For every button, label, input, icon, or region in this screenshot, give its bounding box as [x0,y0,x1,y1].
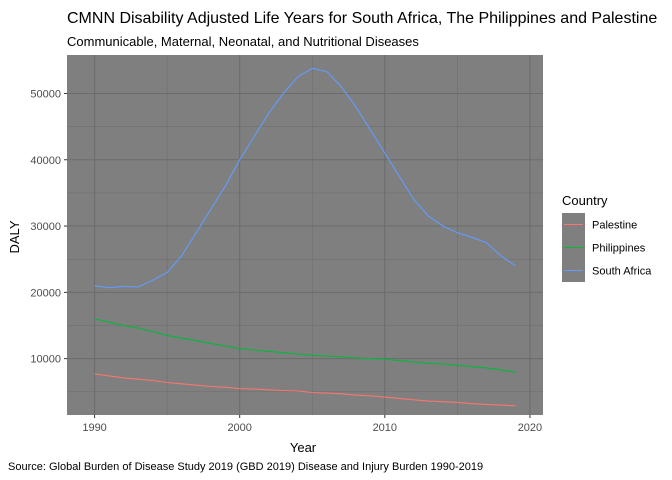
y-tick-label: 30000 [30,221,61,233]
source-caption: Source: Global Burden of Disease Study 2… [8,461,483,473]
x-axis-label: Year [290,440,317,455]
series-line-palestine [94,373,516,407]
grid-lines [67,55,543,415]
legend: Country Palestine Philippines South Africa [562,193,652,282]
y-axis-ticks: 10000 20000 30000 40000 50000 [30,88,67,366]
x-tick-label: 2020 [518,422,542,434]
series-line-philippines [94,318,516,373]
x-axis-ticks: 1990 2000 2010 2020 [82,415,542,434]
series-line-south-africa [94,67,516,289]
legend-label-philippines: Philippines [592,243,646,255]
legend-label-palestine: Palestine [592,220,637,232]
x-tick-label: 2000 [227,422,251,434]
y-tick-label: 40000 [30,155,61,167]
plot-panel [67,55,543,415]
y-axis-label: DALY [7,220,22,253]
legend-title: Country [562,193,608,208]
chart-title: CMNN Disability Adjusted Life Years for … [67,10,657,27]
series-lines [94,67,516,407]
x-tick-label: 2010 [373,422,397,434]
legend-label-south-africa: South Africa [592,266,652,278]
y-tick-label: 50000 [30,88,61,100]
chart-subtitle: Communicable, Maternal, Neonatal, and Nu… [67,34,419,49]
x-tick-label: 1990 [82,422,106,434]
y-tick-label: 20000 [30,287,61,299]
y-tick-label: 10000 [30,354,61,366]
